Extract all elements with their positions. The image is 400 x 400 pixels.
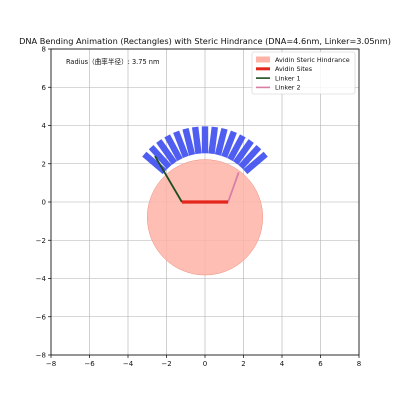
dna-segment-1 bbox=[238, 144, 262, 170]
dna-segment-10 bbox=[173, 130, 189, 159]
legend-item-3: Linker 2 bbox=[256, 84, 301, 92]
legend-box bbox=[251, 51, 356, 95]
x-tick-label-3: −2 bbox=[161, 360, 171, 368]
legend-item-2: Linker 1 bbox=[256, 74, 301, 82]
y-tick-label-0: −8 bbox=[36, 352, 46, 360]
dna-segment-13 bbox=[148, 144, 172, 170]
x-tick-label-4: 0 bbox=[203, 360, 207, 368]
y-tick-label-7: 6 bbox=[42, 84, 47, 92]
y-tick-label-8: 8 bbox=[42, 46, 46, 54]
linker-1-line bbox=[154, 155, 183, 203]
y-tick-label-3: −2 bbox=[36, 237, 46, 245]
y-tick-label-5: 2 bbox=[42, 160, 46, 168]
legend-label-1: Avidin Sites bbox=[275, 65, 313, 73]
y-tick-label-6: 4 bbox=[42, 122, 47, 130]
x-tick-label-6: 4 bbox=[280, 360, 285, 368]
dna-segment-6 bbox=[208, 126, 218, 155]
x-tick-label-1: −6 bbox=[84, 360, 95, 368]
dna-segment-4 bbox=[221, 130, 237, 159]
dna-segment-2 bbox=[233, 139, 254, 165]
dna-segment-14 bbox=[142, 151, 167, 175]
legend-label-0: Avidin Steric Hindrance bbox=[275, 56, 350, 64]
dna-segment-3 bbox=[227, 134, 246, 162]
x-tick-label-5: 2 bbox=[241, 360, 245, 368]
y-tick-label-4: 0 bbox=[42, 199, 46, 207]
dna-segment-12 bbox=[156, 139, 177, 165]
legend-item-0: Avidin Steric Hindrance bbox=[256, 56, 350, 64]
dna-segment-0 bbox=[243, 151, 268, 175]
dna-segment-5 bbox=[214, 127, 228, 156]
x-tick-label-2: −4 bbox=[123, 360, 134, 368]
dna-segment-7 bbox=[201, 126, 209, 154]
x-tick-label-0: −8 bbox=[46, 360, 56, 368]
dna-segment-9 bbox=[182, 127, 196, 156]
linker-2-line bbox=[227, 172, 240, 203]
radius-annotation: Radius（曲率半径）: 3.75 nm bbox=[66, 57, 159, 66]
legend-label-2: Linker 1 bbox=[275, 74, 301, 82]
dna-segment-8 bbox=[192, 126, 202, 155]
x-tick-label-7: 6 bbox=[318, 360, 323, 368]
chart-title: DNA Bending Animation (Rectangles) with … bbox=[19, 36, 391, 46]
x-tick-label-8: 8 bbox=[357, 360, 361, 368]
dna-segment-11 bbox=[164, 134, 183, 162]
y-tick-label-2: −4 bbox=[36, 275, 47, 283]
legend-label-3: Linker 2 bbox=[275, 84, 301, 92]
legend-swatch-0 bbox=[256, 56, 270, 63]
y-tick-label-1: −6 bbox=[36, 313, 47, 321]
legend-item-1: Avidin Sites bbox=[256, 65, 313, 73]
steric-hindrance-circle bbox=[147, 159, 263, 276]
